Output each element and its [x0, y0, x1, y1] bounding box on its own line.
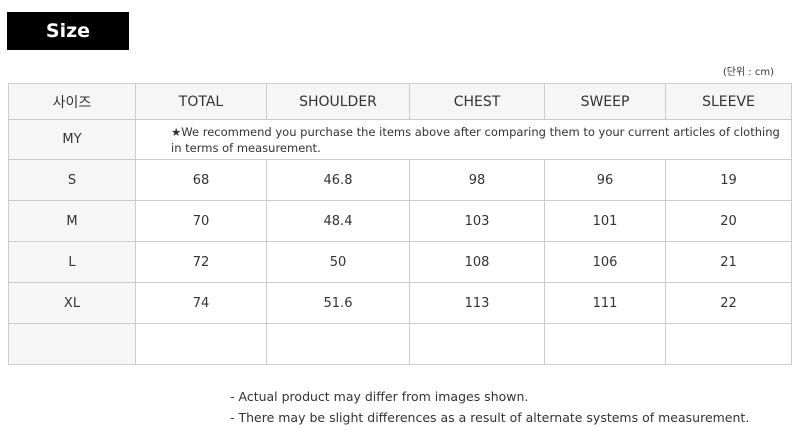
value-cell: 46.8	[266, 159, 410, 201]
value-cell: 101	[544, 200, 666, 242]
value-cell: 21	[665, 241, 792, 283]
table-row: XL 74 51.6 113 111 22	[8, 282, 792, 324]
value-cell	[409, 323, 545, 365]
header-shoulder: SHOULDER	[266, 83, 410, 120]
value-cell	[544, 323, 666, 365]
size-cell: XL	[8, 282, 136, 324]
header-row: 사이즈 TOTAL SHOULDER CHEST SWEEP SLEEVE	[8, 83, 792, 120]
header-total: TOTAL	[135, 83, 267, 120]
table-row: S 68 46.8 98 96 19	[8, 159, 792, 201]
table-row: M 70 48.4 103 101 20	[8, 200, 792, 242]
size-cell	[8, 323, 136, 365]
value-cell: 103	[409, 200, 545, 242]
note-line: - Actual product may differ from images …	[230, 389, 529, 404]
value-cell: 96	[544, 159, 666, 201]
value-cell: 20	[665, 200, 792, 242]
value-cell: 51.6	[266, 282, 410, 324]
header-sweep: SWEEP	[544, 83, 666, 120]
note-line: - There may be slight differences as a r…	[230, 410, 750, 425]
size-cell: L	[8, 241, 136, 283]
value-cell: 113	[409, 282, 545, 324]
value-cell: 70	[135, 200, 267, 242]
value-cell: 108	[409, 241, 545, 283]
value-cell: 98	[409, 159, 545, 201]
recommendation-note: ★We recommend you purchase the items abo…	[135, 119, 792, 160]
unit-label: (단위 : cm)	[722, 67, 774, 78]
value-cell: 74	[135, 282, 267, 324]
header-size: 사이즈	[8, 83, 136, 120]
value-cell	[665, 323, 792, 365]
value-cell: 50	[266, 241, 410, 283]
size-cell: S	[8, 159, 136, 201]
size-cell: M	[8, 200, 136, 242]
table-row: L 72 50 108 106 21	[8, 241, 792, 283]
value-cell: 72	[135, 241, 267, 283]
notes: - Actual product may differ from images …	[230, 386, 749, 428]
value-cell: 111	[544, 282, 666, 324]
size-table: 사이즈 TOTAL SHOULDER CHEST SWEEP SLEEVE MY…	[8, 83, 792, 365]
header-chest: CHEST	[409, 83, 545, 120]
my-row: MY ★We recommend you purchase the items …	[8, 119, 792, 160]
value-cell	[135, 323, 267, 365]
table-row	[8, 323, 792, 365]
value-cell: 106	[544, 241, 666, 283]
size-title: Size	[7, 12, 129, 50]
value-cell: 22	[665, 282, 792, 324]
value-cell: 48.4	[266, 200, 410, 242]
header-sleeve: SLEEVE	[665, 83, 792, 120]
my-label: MY	[8, 119, 136, 160]
value-cell	[266, 323, 410, 365]
value-cell: 68	[135, 159, 267, 201]
value-cell: 19	[665, 159, 792, 201]
